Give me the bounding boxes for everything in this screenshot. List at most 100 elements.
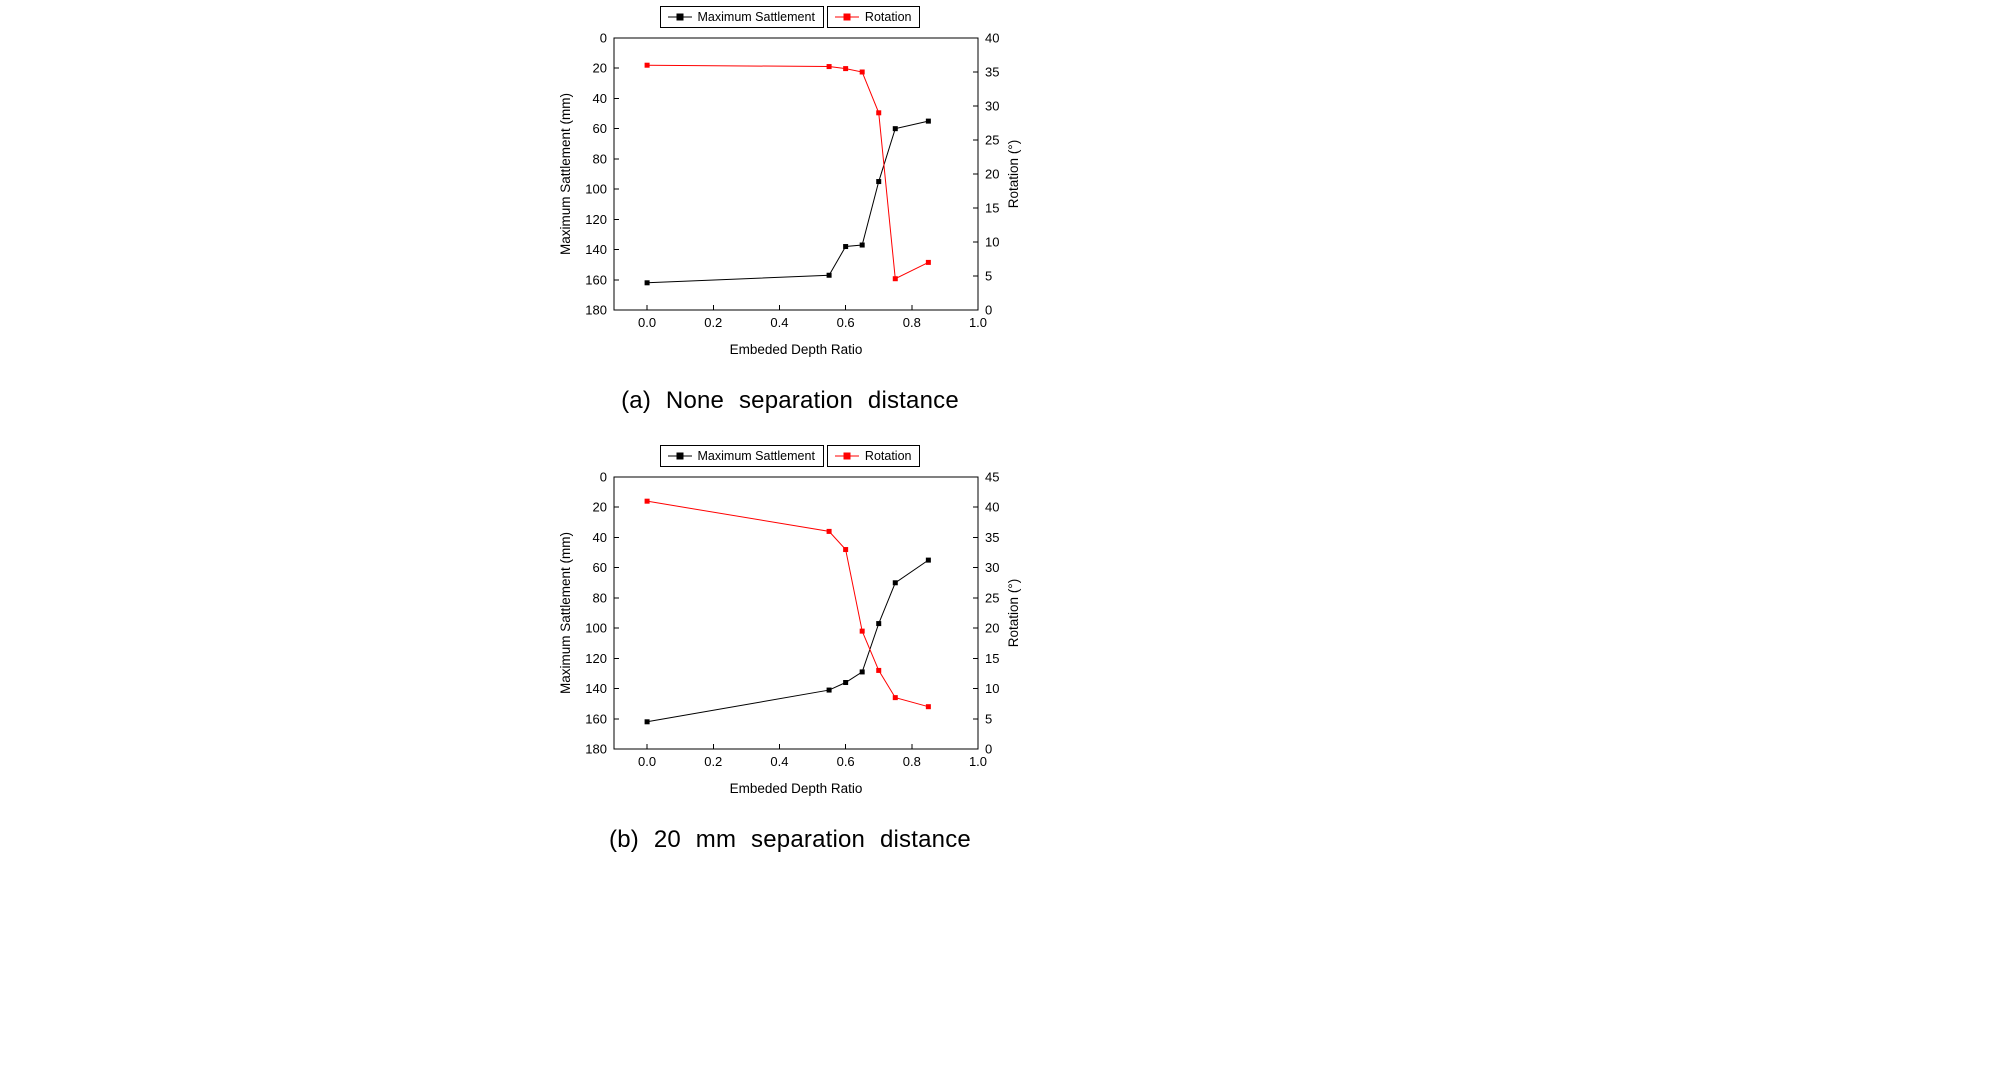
left-y-tick-label: 100 (585, 182, 607, 197)
left-y-tick-label: 20 (593, 500, 607, 515)
plot-area-a: 0.0 0.2 0.4 0.6 0.8 1.00204060801001201401601… (558, 31, 1021, 358)
legend-square (676, 13, 684, 21)
plot-series-group: 0.0 0.2 0.4 0.6 0.8 1.00204060801001201401601… (585, 470, 999, 770)
left-axis-title: Maximum Sattlement (mm) (558, 532, 573, 694)
left-y-tick-label: 100 (585, 621, 607, 636)
caption-b: (b) 20 mm separation distance (609, 826, 971, 853)
data-point (925, 118, 931, 124)
right-y-tick-label: 45 (985, 470, 999, 485)
x-tick-label: 0.2 (704, 315, 722, 330)
data-point (876, 667, 882, 673)
data-point (859, 69, 865, 75)
chart-b: Maximum Sattlement Rotation 0.0 0.2 0.4 0.6… (550, 445, 1030, 854)
right-y-tick-label: 35 (985, 530, 999, 545)
right-axis-title: Rotation (°) (1006, 579, 1021, 647)
legend-label-settlement: Maximum Sattlement (697, 448, 815, 463)
data-point (925, 704, 931, 710)
data-point (843, 680, 849, 686)
data-point (644, 62, 650, 68)
left-y-tick-label: 160 (585, 272, 607, 287)
right-y-tick-label: 30 (985, 560, 999, 575)
left-y-tick-label: 60 (593, 560, 607, 575)
data-point (826, 64, 832, 70)
left-y-tick-label: 40 (593, 91, 607, 106)
right-y-tick-label: 5 (985, 269, 992, 284)
legend-item-rotation: Rotation (826, 6, 921, 28)
left-y-tick-label: 80 (593, 590, 607, 605)
data-point (876, 179, 882, 185)
data-point (843, 66, 849, 72)
legend-b: Maximum Sattlement Rotation (550, 445, 1030, 467)
data-point (925, 557, 931, 563)
legend-label-settlement: Maximum Sattlement (697, 9, 815, 24)
x-tick-label: 0.6 (837, 754, 855, 769)
data-point (892, 580, 898, 586)
data-point (826, 272, 832, 278)
right-y-tick-label: 10 (985, 235, 999, 250)
data-point (644, 280, 650, 286)
left-y-tick-label: 160 (585, 711, 607, 726)
data-point (876, 621, 882, 627)
left-y-tick-label: 40 (593, 530, 607, 545)
x-tick-label: 0.6 (837, 315, 855, 330)
legend-square (843, 452, 851, 460)
left-y-tick-label: 60 (593, 121, 607, 136)
right-y-tick-label: 0 (985, 742, 992, 757)
x-tick-label: 0.4 (770, 754, 788, 769)
legend-a: Maximum Sattlement Rotation (550, 6, 1030, 28)
plot-series-group: 0.0 0.2 0.4 0.6 0.8 1.00204060801001201401601… (585, 31, 999, 331)
right-y-tick-label: 15 (985, 651, 999, 666)
data-point (892, 126, 898, 132)
plot-border (613, 37, 979, 311)
left-y-tick-label: 180 (585, 742, 607, 757)
left-y-tick-label: 20 (593, 61, 607, 76)
rotation-line-marker-icon (834, 13, 859, 21)
caption-a: (a) None separation distance (621, 387, 959, 414)
data-point (843, 244, 849, 250)
x-tick-label: 0.8 (903, 315, 921, 330)
x-tick-label: 1.0 (969, 754, 987, 769)
x-tick-label: 0.4 (770, 315, 788, 330)
legend-item-settlement: Maximum Sattlement (659, 445, 824, 467)
plot-border (613, 476, 979, 750)
series-line-right (647, 64, 929, 280)
left-y-tick-label: 120 (585, 212, 607, 227)
data-point (859, 242, 865, 248)
left-y-tick-label: 80 (593, 151, 607, 166)
data-point (859, 628, 865, 634)
data-point (925, 259, 931, 265)
x-axis-title: Embeded Depth Ratio (730, 342, 863, 357)
right-y-tick-label: 25 (985, 133, 999, 148)
legend-item-settlement: Maximum Sattlement (659, 6, 824, 28)
right-axis-title: Rotation (°) (1006, 140, 1021, 208)
series-line-left (647, 120, 929, 284)
data-point (644, 719, 650, 725)
right-y-tick-label: 40 (985, 31, 999, 46)
right-y-tick-label: 20 (985, 621, 999, 636)
left-y-tick-label: 0 (600, 31, 607, 46)
data-point (826, 687, 832, 693)
rotation-line-marker-icon (834, 452, 859, 460)
right-y-tick-label: 0 (985, 303, 992, 318)
plot-area-b: 0.0 0.2 0.4 0.6 0.8 1.00204060801001201401601… (558, 470, 1021, 797)
right-y-tick-label: 30 (985, 99, 999, 114)
legend-square (843, 13, 851, 21)
legend-square (676, 452, 684, 460)
left-y-tick-label: 140 (585, 681, 607, 696)
right-y-tick-label: 20 (985, 167, 999, 182)
data-point (843, 547, 849, 553)
left-y-tick-label: 180 (585, 303, 607, 318)
series-line-left (647, 559, 929, 723)
x-tick-label: 0.0 (638, 754, 656, 769)
data-point (892, 695, 898, 701)
legend-label-rotation: Rotation (864, 448, 912, 463)
chart-a: Maximum Sattlement Rotation 0.0 0.2 0.4 0.6… (550, 6, 1030, 415)
figure-column: Maximum Sattlement Rotation 0.0 0.2 0.4 0.6… (550, 6, 1030, 884)
x-tick-label: 0.2 (704, 754, 722, 769)
data-point (876, 110, 882, 116)
x-axis-title: Embeded Depth Ratio (730, 781, 863, 796)
right-y-tick-label: 15 (985, 201, 999, 216)
x-tick-label: 1.0 (969, 315, 987, 330)
legend-label-rotation: Rotation (864, 9, 912, 24)
left-y-tick-label: 0 (600, 470, 607, 485)
